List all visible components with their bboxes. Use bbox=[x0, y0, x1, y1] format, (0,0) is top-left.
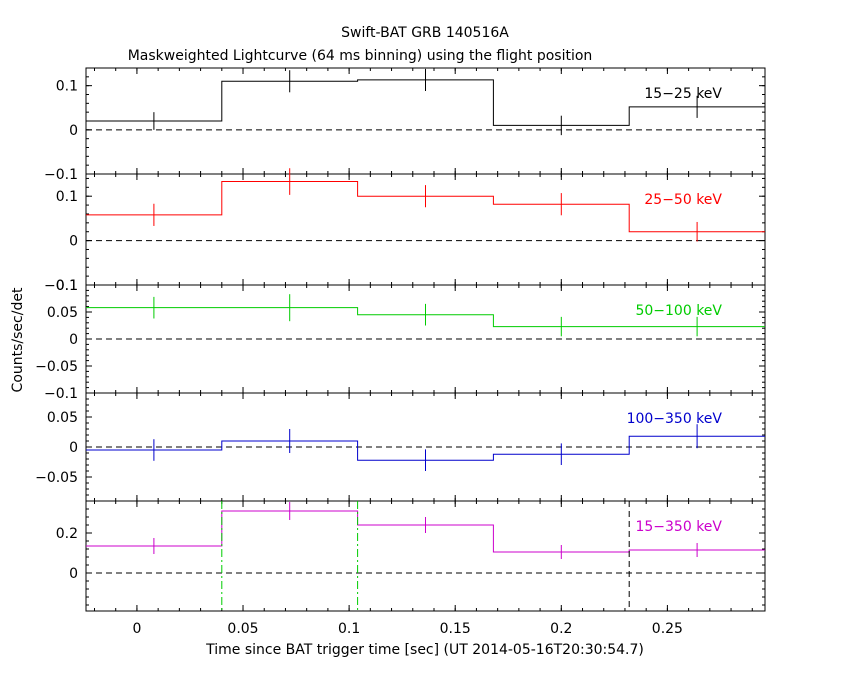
x-axis-label: Time since BAT trigger time [sec] (UT 20… bbox=[205, 642, 644, 658]
y-tick-label: −0.05 bbox=[35, 359, 78, 375]
panels-group: −0.1 0 0.1 15−25 keV −0.1 0 0.1 25−50 keV −0.1 −0… bbox=[35, 67, 766, 637]
y-tick-label: −0.1 bbox=[44, 386, 78, 402]
chart-subtitle: Maskweighted Lightcurve (64 ms binning) … bbox=[128, 48, 593, 64]
band-label: 25−50 keV bbox=[644, 192, 722, 208]
x-tick-label: 0.2 bbox=[550, 621, 572, 637]
x-tick-label: 0.1 bbox=[338, 621, 360, 637]
x-tick-label: 0.05 bbox=[227, 621, 258, 637]
y-tick-label: 0 bbox=[69, 234, 78, 250]
band-label: 15−350 keV bbox=[635, 519, 722, 535]
y-tick-label: 0.1 bbox=[56, 79, 78, 95]
y-tick-label: 0.05 bbox=[47, 305, 78, 321]
y-tick-label: 0.1 bbox=[56, 189, 78, 205]
y-tick-label: 0 bbox=[69, 440, 78, 456]
y-tick-label: 0 bbox=[69, 332, 78, 348]
y-tick-label: 0.2 bbox=[56, 526, 78, 542]
y-tick-label: 0 bbox=[69, 123, 78, 139]
y-tick-label: −0.1 bbox=[44, 278, 78, 294]
band-label: 100−350 keV bbox=[627, 411, 723, 427]
x-tick-label: 0 bbox=[132, 621, 141, 637]
y-tick-label: −0.1 bbox=[44, 167, 78, 183]
y-tick-label: −0.05 bbox=[35, 470, 78, 486]
y-tick-label: 0.05 bbox=[47, 410, 78, 426]
panel-frame bbox=[85, 500, 766, 612]
chart-title: Swift-BAT GRB 140516A bbox=[341, 25, 509, 41]
x-tick-label: 0.15 bbox=[440, 621, 471, 637]
x-tick-label: 0.25 bbox=[652, 621, 683, 637]
y-axis-label: Counts/sec/det bbox=[10, 287, 26, 392]
y-tick-label: 0 bbox=[69, 566, 78, 582]
band-label: 15−25 keV bbox=[644, 86, 722, 102]
y-tick-label: 0.1 bbox=[56, 278, 78, 294]
band-label: 50−100 keV bbox=[635, 303, 722, 319]
